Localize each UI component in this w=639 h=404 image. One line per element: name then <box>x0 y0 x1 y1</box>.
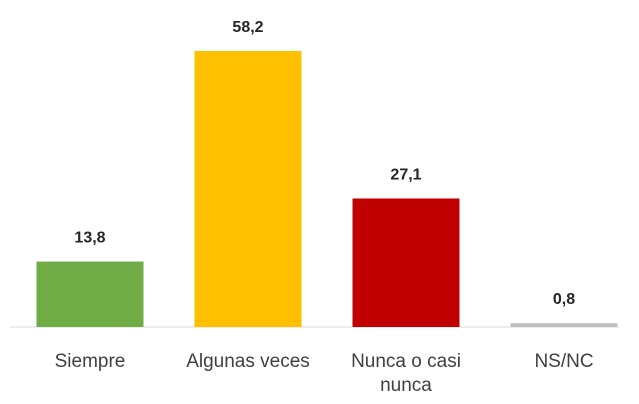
value-label: 27,1 <box>390 166 421 183</box>
value-label: 0,8 <box>553 291 575 308</box>
x-tick-label: NS/NC <box>534 351 594 372</box>
value-label: 58,2 <box>232 19 263 36</box>
x-tick-label: Siempre <box>54 351 126 372</box>
bar <box>352 198 460 327</box>
x-tick-label: Algunas veces <box>186 351 310 372</box>
bar <box>36 261 144 327</box>
bar <box>510 323 618 327</box>
x-tick-label: Nunca o casi nunca <box>351 351 461 396</box>
bar <box>194 51 302 327</box>
value-label: 13,8 <box>74 230 105 247</box>
